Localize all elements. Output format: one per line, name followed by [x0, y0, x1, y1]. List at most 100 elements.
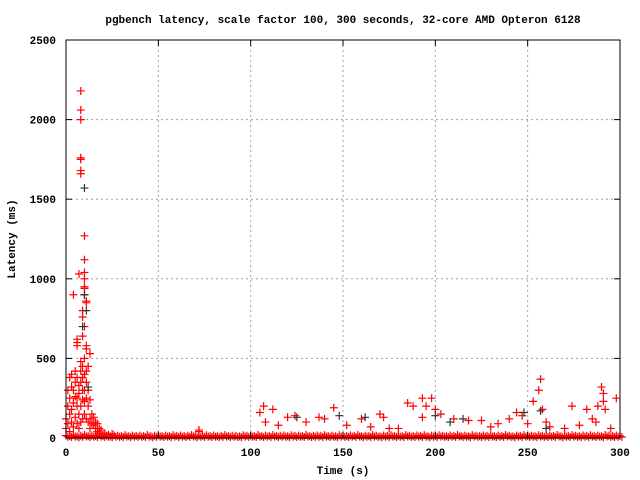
data-point [617, 432, 626, 441]
data-point [80, 184, 89, 193]
x-tick-label: 300 [610, 448, 630, 460]
y-tick-label: 2500 [30, 36, 56, 48]
data-point [76, 86, 85, 95]
data-point [512, 408, 521, 417]
data-point [80, 410, 89, 419]
data-point [82, 394, 91, 403]
data-point [74, 389, 83, 398]
chart-title: pgbench latency, scale factor 100, 300 s… [105, 15, 581, 27]
data-point [523, 419, 532, 428]
y-tick-label: 1000 [30, 275, 56, 287]
y-tick-label: 500 [36, 354, 56, 366]
data-point [100, 429, 109, 438]
data-point [567, 402, 576, 411]
data-point [409, 432, 418, 441]
data-point [82, 344, 91, 353]
data-point [431, 411, 440, 420]
data-point [316, 431, 325, 440]
data-point [76, 402, 85, 411]
data-point [418, 394, 427, 403]
data-point [65, 427, 74, 436]
data-point [314, 413, 323, 422]
data-point [446, 418, 455, 427]
axis-ticks: 0 50 100 150 200 250 300 0 500 1000 1500 2000 2500 [30, 36, 630, 460]
data-point [597, 383, 606, 392]
data-point [84, 383, 93, 392]
data-point [91, 424, 100, 433]
data-point [78, 322, 87, 331]
data-point [104, 430, 113, 439]
data-point [259, 402, 268, 411]
data-point [283, 413, 292, 422]
data-point [534, 386, 543, 395]
data-point [67, 405, 76, 414]
data-point [582, 431, 591, 440]
data-point [505, 431, 514, 440]
data-point [385, 424, 394, 433]
data-point [290, 411, 299, 420]
data-point [80, 354, 89, 363]
data-point [302, 418, 311, 427]
data-point [601, 405, 610, 414]
data-point [545, 422, 554, 431]
data-point [255, 408, 264, 417]
data-point [329, 403, 338, 412]
data-point [82, 367, 91, 376]
data-point [217, 431, 226, 440]
data-point [74, 270, 83, 279]
data-point [80, 430, 89, 439]
y-axis-label: Latency (ms) [7, 199, 19, 278]
data-point [606, 424, 615, 433]
data-point [464, 416, 473, 425]
data-point [342, 421, 351, 430]
data-point [67, 418, 76, 427]
data-point [73, 341, 82, 350]
data-point [519, 408, 528, 417]
data-point [84, 402, 93, 411]
data-point [76, 155, 85, 164]
data-point [78, 395, 87, 404]
data-point [366, 422, 375, 431]
data-point [198, 431, 207, 440]
data-point [108, 430, 117, 439]
data-point [599, 397, 608, 406]
data-point [612, 394, 621, 403]
data-point [379, 413, 388, 422]
data-point [494, 419, 503, 428]
data-point [76, 431, 85, 440]
data-point [206, 432, 215, 441]
x-tick-label: 150 [333, 448, 353, 460]
data-point [416, 431, 425, 440]
data-point [89, 413, 98, 422]
data-point [477, 416, 486, 425]
data-point [76, 378, 85, 387]
y-tick-label: 0 [49, 434, 56, 446]
data-point [320, 414, 329, 423]
data-point [542, 432, 551, 441]
data-point [183, 431, 192, 440]
data-point [80, 290, 89, 299]
data-point [84, 418, 93, 427]
data-point [261, 418, 270, 427]
data-point [599, 389, 608, 398]
data-point [78, 313, 87, 322]
data-point [65, 410, 74, 419]
data-point [80, 255, 89, 264]
data-point [268, 405, 277, 414]
data-point [486, 422, 495, 431]
data-point [582, 405, 591, 414]
data-point [608, 432, 617, 441]
grid [66, 40, 620, 438]
data-point [73, 394, 82, 403]
data-point [394, 424, 403, 433]
data-point [86, 395, 95, 404]
data-point [409, 402, 418, 411]
data-point [274, 421, 283, 430]
data-point [575, 421, 584, 430]
data-point [82, 306, 91, 315]
data-point [560, 424, 569, 433]
data-point [76, 115, 85, 124]
plot-frame [65, 39, 621, 439]
x-tick-label: 100 [241, 448, 261, 460]
